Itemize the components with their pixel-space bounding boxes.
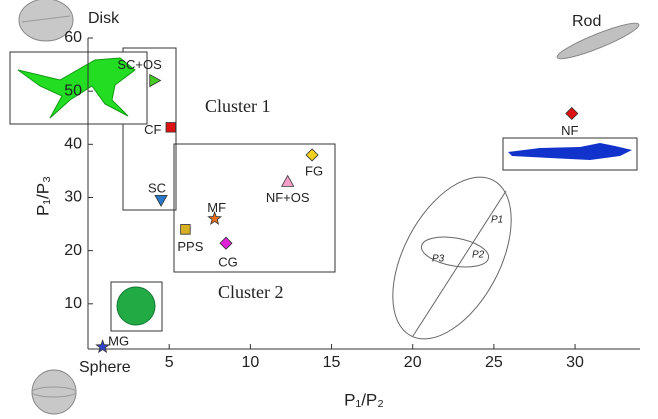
data-point — [150, 75, 161, 87]
data-point — [166, 123, 176, 133]
annotation: Cluster 1 — [205, 96, 271, 116]
y-tick-label: 20 — [64, 242, 82, 259]
x-axis-label: P₁/P₂ — [344, 390, 384, 409]
x-tick-label: 20 — [404, 354, 422, 371]
annotation: Cluster 2 — [218, 282, 284, 302]
point-label: CG — [218, 255, 238, 270]
y-tick-label: 40 — [64, 136, 82, 153]
mg-cell-image — [117, 287, 155, 325]
y-tick-label: 30 — [64, 189, 82, 206]
point-label: PPS — [177, 239, 203, 254]
y-tick-label: 10 — [64, 295, 82, 312]
point-label: MG — [108, 333, 129, 348]
data-point — [306, 149, 318, 161]
data-point — [282, 176, 294, 187]
chart: P1 P2 P3 Cluster 1 Cluster 2 Disk Rod Sp… — [0, 0, 658, 419]
annotation: Rod — [572, 13, 601, 30]
x-tick-label: 10 — [241, 354, 259, 371]
point-label: CF — [144, 122, 161, 137]
annotation: Disk — [88, 10, 120, 27]
data-point — [566, 107, 578, 119]
sphere-icon — [32, 370, 76, 414]
y-axis-label: P₁/P₃ — [33, 176, 52, 216]
data-point — [181, 225, 191, 235]
ellipse-label: P1 — [491, 215, 503, 226]
x-tick-label: 15 — [323, 354, 341, 371]
point-label: NF — [561, 123, 578, 138]
page: {"chart_data":{"type":"scatter", "x_labe… — [0, 0, 658, 419]
y-tick-label: 60 — [64, 29, 82, 46]
ellipse-label: P2 — [472, 250, 485, 261]
point-label: SC+OS — [117, 57, 162, 72]
x-tick-label: 5 — [165, 354, 174, 371]
data-point — [220, 237, 232, 249]
data-point — [155, 195, 167, 206]
point-label: SC — [148, 181, 166, 196]
ellipse-label: P3 — [432, 254, 445, 265]
x-tick-label: 30 — [566, 354, 584, 371]
y-tick-label: 50 — [64, 82, 82, 99]
x-tick-label: 25 — [485, 354, 503, 371]
annotation: Sphere — [79, 359, 131, 376]
data-point — [96, 340, 109, 352]
ellipse-diagram — [368, 158, 535, 358]
point-label: MF — [207, 200, 226, 215]
point-label: NF+OS — [266, 190, 310, 205]
point-label: FG — [305, 163, 323, 178]
